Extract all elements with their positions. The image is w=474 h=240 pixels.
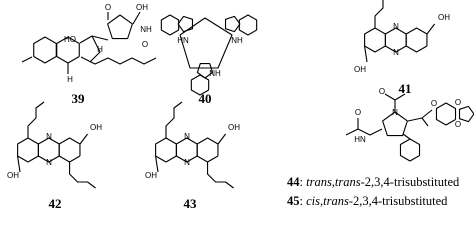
- bond: [217, 133, 227, 145]
- atom-label: O: [379, 87, 385, 96]
- bond: [79, 133, 89, 145]
- bond: [435, 102, 457, 126]
- bond: [177, 15, 194, 33]
- bond: [160, 14, 180, 36]
- atom-label: O: [455, 120, 461, 129]
- stereo: cis,trans: [306, 194, 349, 208]
- atom-label: N: [46, 132, 52, 141]
- atom-label: OH: [438, 13, 450, 22]
- compound-number: 39: [72, 91, 86, 106]
- bond: [33, 36, 57, 64]
- bond: [155, 137, 177, 163]
- bond: [132, 11, 141, 25]
- bond: [207, 162, 234, 189]
- bond: [421, 117, 429, 127]
- bond: [179, 17, 233, 69]
- bond: [238, 14, 258, 36]
- bond: [196, 62, 214, 79]
- atom-label: N: [393, 48, 399, 57]
- separator: :: [300, 175, 307, 189]
- bond: [27, 101, 45, 138]
- bond: [69, 162, 96, 189]
- atom-label: H: [67, 75, 73, 84]
- legend-line: 44: trans,trans-2,3,4-trisubstituted: [287, 175, 460, 189]
- bond: [407, 109, 433, 122]
- compound-number: 44: [287, 175, 300, 189]
- bond: [458, 105, 474, 123]
- bond: [394, 93, 406, 101]
- bond: [196, 137, 219, 163]
- atom-label: OH: [145, 171, 157, 180]
- substitution: -2,3,4-trisubstituted: [361, 175, 460, 189]
- atom-label: NH: [140, 25, 152, 34]
- bond: [165, 101, 183, 138]
- bond: [190, 74, 210, 96]
- compound-number: 41: [399, 81, 412, 96]
- atom-label: OH: [228, 123, 240, 132]
- atom-label: O: [355, 108, 361, 117]
- stereo: trans,trans: [306, 175, 361, 189]
- atom-label: O: [455, 98, 461, 107]
- bond: [17, 155, 21, 173]
- atom-label: NH: [231, 36, 243, 45]
- compound-number: 45: [287, 194, 300, 208]
- compound-number: 40: [199, 91, 212, 106]
- bond: [21, 56, 33, 63]
- bond: [89, 35, 101, 63]
- atom-label: H: [97, 45, 103, 54]
- atom-label: N: [184, 158, 190, 167]
- atom-label: OH: [354, 65, 366, 74]
- bond: [17, 137, 39, 163]
- bond: [382, 111, 408, 137]
- bond: [155, 155, 159, 173]
- atom-label: OH: [7, 171, 19, 180]
- bond: [58, 137, 81, 163]
- atom-label: N: [46, 158, 52, 167]
- bond: [426, 23, 436, 35]
- bond: [80, 56, 157, 65]
- atom-label: O: [105, 3, 111, 12]
- atom-label: HN: [177, 36, 189, 45]
- bond: [405, 27, 428, 53]
- separator: :: [300, 194, 307, 208]
- atom-label: NH: [209, 69, 221, 78]
- legend-line: 45: cis,trans-2,3,4-trisubstituted: [287, 194, 448, 208]
- atom-label: N: [392, 108, 398, 117]
- atom-label: HO: [64, 35, 76, 44]
- atom-label: HN: [354, 135, 366, 144]
- bond: [399, 138, 421, 162]
- atom-label: O: [431, 99, 437, 108]
- compound-number: 43: [184, 196, 198, 211]
- atom-label: OH: [136, 3, 148, 12]
- atom-label: N: [184, 132, 190, 141]
- bond: [345, 128, 383, 136]
- atom-label: OH: [90, 123, 102, 132]
- bond: [374, 0, 384, 28]
- atom-label: N: [393, 22, 399, 31]
- bond: [107, 14, 133, 40]
- atom-label: O: [142, 40, 148, 49]
- bond: [364, 45, 368, 63]
- bond: [402, 133, 411, 140]
- bond: [364, 27, 386, 53]
- substitution: -2,3,4-trisubstituted: [349, 194, 448, 208]
- compound-number: 42: [49, 196, 62, 211]
- bond: [224, 15, 241, 33]
